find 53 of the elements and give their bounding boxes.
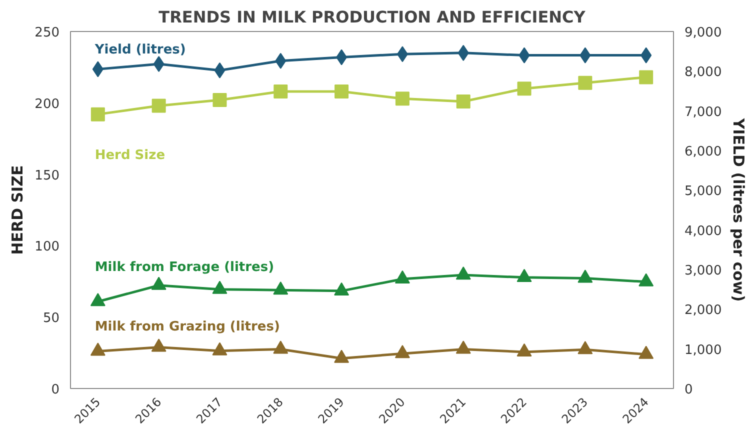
- point: [639, 70, 654, 84]
- point: [394, 345, 410, 358]
- point: [152, 98, 166, 113]
- point: [212, 342, 228, 356]
- series-label: Milk from Forage (litres): [94, 260, 274, 276]
- point: [456, 94, 470, 108]
- point: [273, 282, 288, 295]
- point: [638, 273, 654, 286]
- point: [578, 76, 592, 90]
- point: [517, 82, 532, 96]
- y2-tick-label: 2,000: [684, 303, 722, 318]
- point: [151, 338, 166, 352]
- series-label: Milk from Grazing (litres): [94, 320, 280, 335]
- chart-title: TRENDS IN MILK PRODUCTION AND EFFICIENCY: [158, 8, 586, 26]
- point: [273, 340, 288, 354]
- point: [578, 270, 593, 283]
- y2-tick-label: 0: [684, 382, 693, 398]
- point: [90, 293, 106, 306]
- text: Herd Size: [94, 148, 166, 163]
- point: [638, 346, 654, 359]
- y-tick-label: 50: [42, 311, 60, 326]
- series-label: Yield (litres): [94, 42, 186, 58]
- y2-tick-label: 7,000: [684, 104, 722, 120]
- point: [456, 340, 471, 354]
- point: [578, 341, 593, 354]
- point: [151, 276, 166, 290]
- point: [274, 84, 288, 98]
- y-tick-label: 150: [34, 168, 60, 184]
- y-axis-title: HERD SIZE: [8, 165, 27, 255]
- point: [394, 270, 410, 284]
- point: [90, 107, 105, 122]
- y2-tick-label: 8,000: [684, 65, 722, 80]
- point: [456, 266, 471, 280]
- y2-tick-label: 1,000: [684, 342, 722, 358]
- y2-tick-label: 4,000: [684, 224, 722, 239]
- y2-tick-label: 9,000: [684, 26, 722, 40]
- y-tick-label: 100: [34, 240, 60, 255]
- point: [334, 350, 350, 363]
- point: [212, 93, 227, 108]
- point: [212, 280, 228, 294]
- point: [516, 268, 532, 282]
- point: [395, 92, 410, 106]
- y-tick-label: 0: [51, 382, 60, 398]
- y-tick-label: 200: [34, 96, 60, 112]
- point: [516, 343, 532, 357]
- point: [90, 342, 106, 356]
- point: [334, 282, 350, 296]
- y-tick-label: 250: [34, 26, 60, 40]
- y2-tick-label: 3,000: [684, 264, 722, 278]
- y2-tick-label: 5,000: [684, 184, 722, 200]
- y2-axis-title: YIELD (litres per cow): [730, 117, 748, 302]
- point: [334, 84, 349, 98]
- y2-tick-label: 6,000: [684, 144, 722, 160]
